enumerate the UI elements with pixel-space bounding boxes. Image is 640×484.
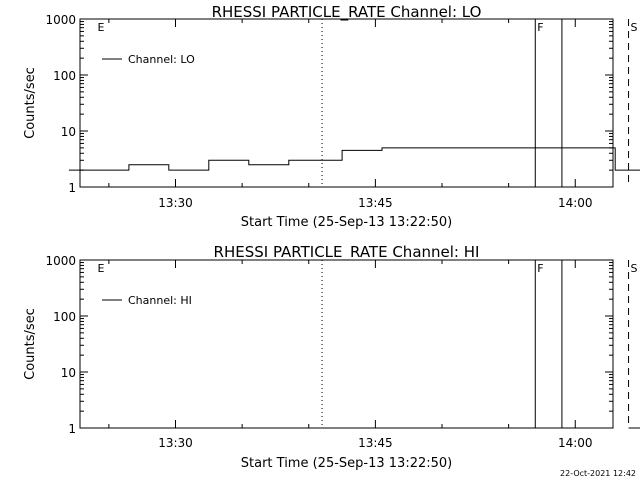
y-tick-label: 1000 [45,254,76,268]
y-tick-label: 100 [53,69,76,83]
y-tick-label: 1 [68,181,76,195]
y-axis-label: Counts/sec [23,67,38,139]
x-tick-label: 13:30 [158,196,193,210]
x-tick-label: 13:30 [158,436,193,450]
event-marker-label: F [537,21,543,34]
y-tick-label: 100 [53,310,76,324]
chart-title: RHESSI PARTICLE_RATE Channel: HI [214,243,480,262]
plot-frame [79,18,614,188]
y-tick-label: 10 [61,125,76,139]
y-axis-label: Counts/sec [23,308,38,380]
x-tick-label: 14:00 [558,196,593,210]
x-tick-label: 14:00 [558,436,593,450]
x-tick-label: 13:45 [358,436,393,450]
legend-label: Channel: HI [128,294,192,307]
event-marker-label: E [98,21,105,34]
series-line [68,147,640,171]
plot-frame [79,259,614,429]
series-line [628,427,640,429]
event-marker-label: S [631,21,638,34]
event-marker-label: S [631,262,638,275]
legend-label: Channel: LO [128,53,195,66]
chart-title: RHESSI PARTICLE_RATE Channel: LO [212,3,482,22]
event-marker-label: E [98,262,105,275]
x-axis-label: Start Time (25-Sep-13 13:22:50) [241,215,452,230]
y-tick-label: 10 [61,366,76,380]
y-tick-label: 1000 [45,13,76,27]
y-tick-label: 1 [68,422,76,436]
timestamp-stamp: 22-Oct-2021 12:42 [560,469,636,478]
x-tick-label: 13:45 [358,196,393,210]
event-marker-label: F [537,262,543,275]
x-axis-label: Start Time (25-Sep-13 13:22:50) [241,456,452,471]
